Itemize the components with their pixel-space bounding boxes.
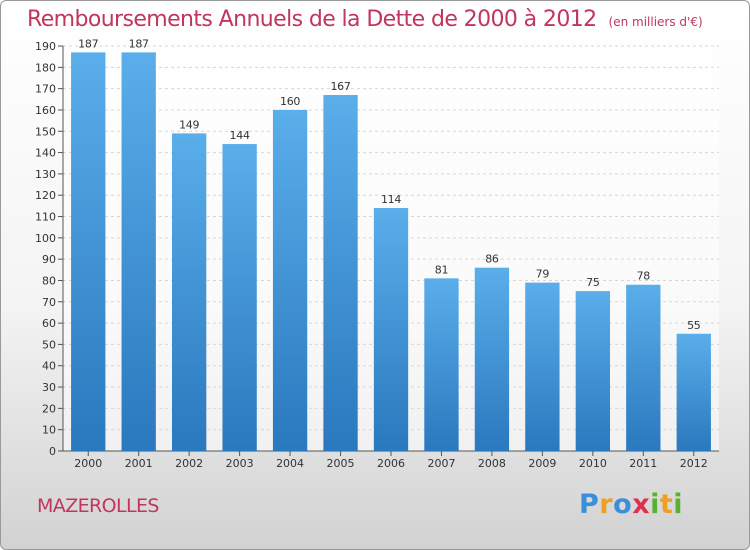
y-tick-label: 100 — [35, 232, 56, 245]
y-tick-label: 110 — [35, 211, 56, 224]
y-tick-label: 160 — [35, 104, 56, 117]
y-tick-label: 120 — [35, 189, 56, 202]
logo-letter: P — [579, 489, 600, 520]
bar-value-label: 86 — [485, 253, 499, 266]
x-tick-label: 2003 — [226, 457, 254, 470]
chart-unit: (en milliers d'€) — [608, 15, 703, 29]
y-tick-label: 20 — [42, 402, 56, 415]
logo-letter: i — [650, 489, 660, 520]
x-tick-label: 2005 — [327, 457, 355, 470]
bar-value-label: 187 — [129, 37, 149, 50]
logo-letter: i — [673, 489, 684, 520]
y-tick-label: 180 — [35, 61, 56, 74]
x-tick-label: 2008 — [478, 457, 506, 470]
x-tick-label: 2010 — [579, 457, 607, 470]
bar-value-label: 187 — [78, 37, 98, 50]
bar-value-label: 79 — [536, 268, 550, 281]
bar — [121, 52, 156, 451]
bar-value-label: 55 — [687, 319, 701, 332]
bar — [373, 208, 409, 451]
bar — [424, 278, 459, 451]
y-tick-label: 60 — [42, 317, 56, 330]
logo-letter: o — [613, 489, 633, 520]
y-tick-label: 0 — [49, 445, 56, 458]
bar — [272, 109, 308, 452]
chart-title-text: Remboursements Annuels de la Dette de 20… — [27, 7, 597, 32]
bar-value-label: 149 — [179, 118, 199, 131]
logo-letter: t — [659, 489, 674, 520]
y-tick-label: 140 — [35, 147, 56, 160]
bar — [71, 52, 106, 451]
y-tick-label: 170 — [35, 83, 56, 96]
commune-name: MAZEROLLES — [37, 495, 159, 517]
bar-value-label: 160 — [280, 95, 300, 108]
y-tick-label: 150 — [35, 125, 56, 138]
y-tick-label: 10 — [42, 424, 56, 437]
y-tick-label: 190 — [35, 40, 56, 53]
x-tick-label: 2009 — [528, 457, 556, 470]
bar — [474, 267, 510, 451]
bar — [676, 333, 711, 451]
logo-letter: x — [632, 489, 651, 520]
y-tick-label: 50 — [42, 338, 56, 351]
proxiti-logo: Proxiti — [579, 489, 683, 520]
bar — [525, 282, 560, 451]
x-tick-label: 2011 — [629, 457, 657, 470]
bar — [575, 291, 611, 451]
logo-letter: r — [599, 489, 614, 520]
bar-value-label: 144 — [230, 129, 250, 142]
bar — [171, 133, 207, 452]
y-tick-label: 90 — [42, 253, 56, 266]
x-tick-label: 2012 — [680, 457, 708, 470]
bar-value-label: 81 — [435, 263, 448, 276]
bar-value-label: 114 — [381, 193, 401, 206]
y-tick-label: 80 — [42, 274, 56, 287]
bar-value-label: 167 — [330, 80, 350, 93]
x-tick-label: 2000 — [74, 457, 102, 470]
bar — [222, 144, 257, 452]
y-tick-label: 70 — [42, 296, 56, 309]
chart-title: Remboursements Annuels de la Dette de 20… — [27, 7, 703, 32]
x-tick-label: 2002 — [175, 457, 203, 470]
y-tick-label: 30 — [42, 381, 56, 394]
bar-value-label: 75 — [586, 276, 600, 289]
bar — [323, 95, 358, 452]
x-tick-label: 2007 — [427, 457, 455, 470]
x-tick-label: 2001 — [125, 457, 153, 470]
bar-value-label: 78 — [637, 270, 651, 283]
x-tick-label: 2004 — [276, 457, 304, 470]
y-tick-label: 130 — [35, 168, 56, 181]
y-tick-label: 40 — [42, 360, 56, 373]
x-tick-label: 2006 — [377, 457, 405, 470]
bar — [626, 284, 661, 451]
